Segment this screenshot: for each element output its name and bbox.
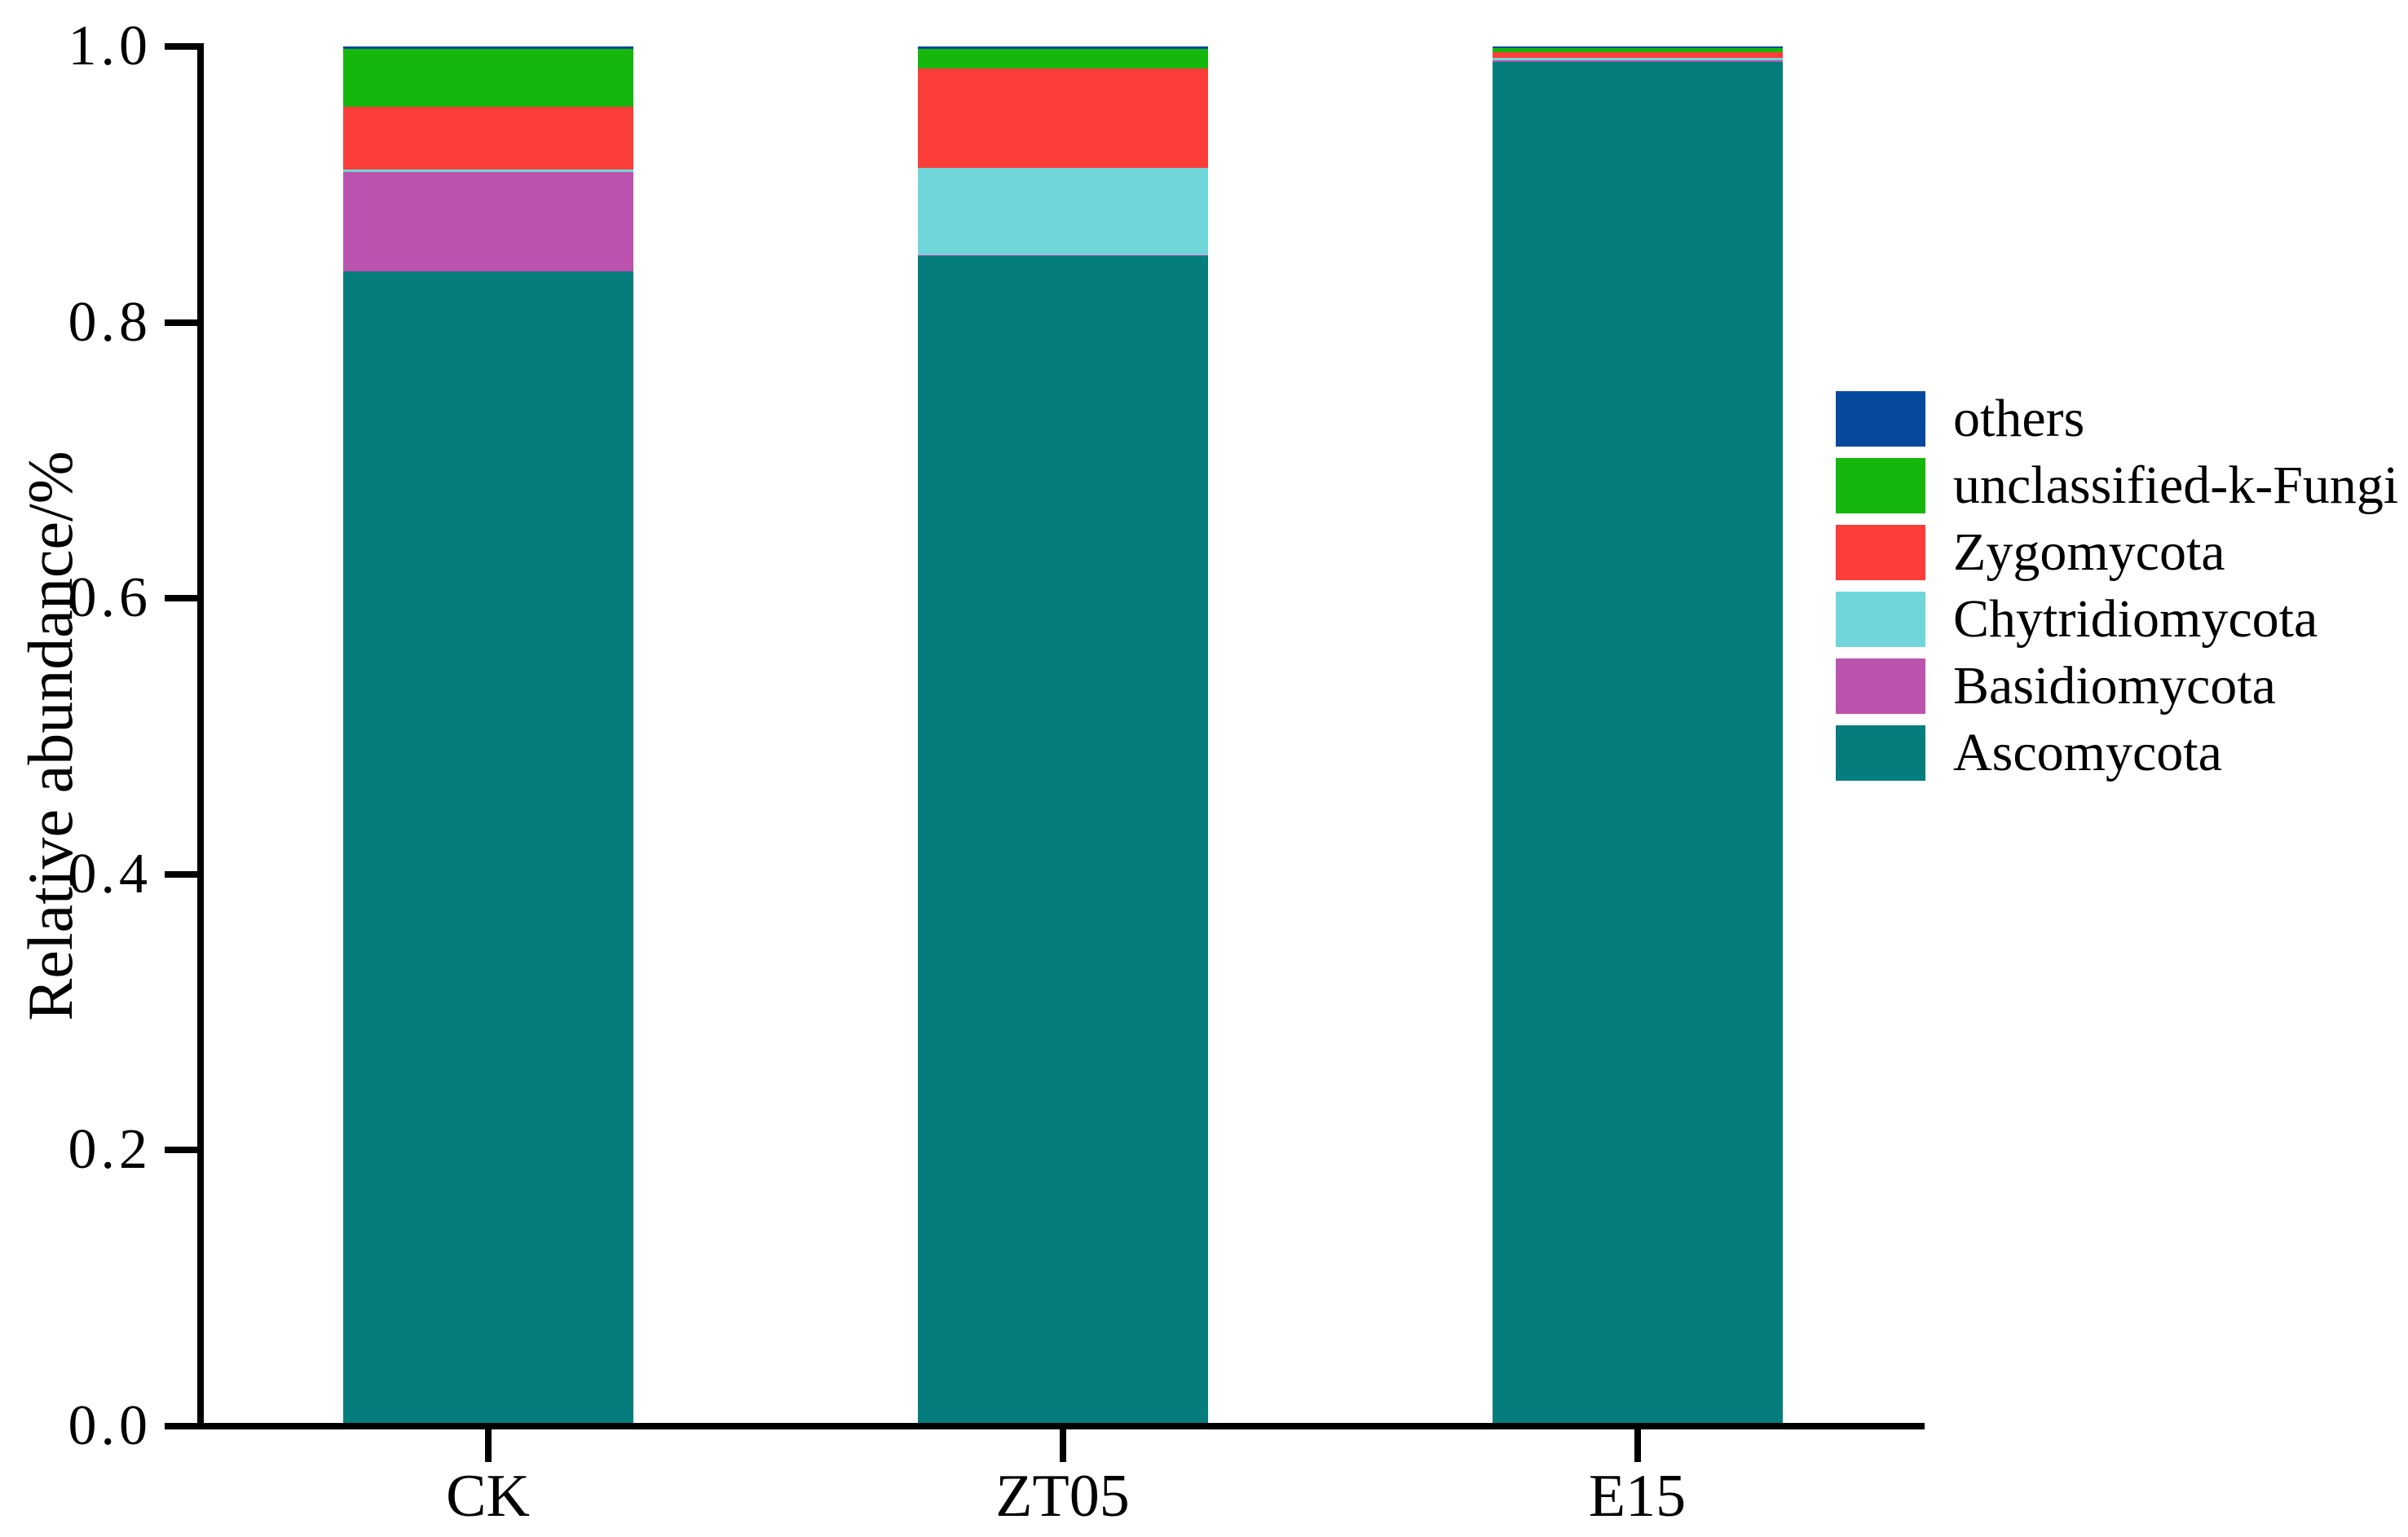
legend-label-zygomycota: Zygomycota — [1953, 522, 2225, 582]
y-tick-mark-1.0 — [165, 43, 197, 50]
bar-zt05-segment-chytridiomycota — [917, 167, 1208, 255]
y-tick-label-1.0: 1.0 — [68, 15, 152, 77]
bar-e15-segment-others — [1492, 46, 1783, 48]
bar-ck-segment-others — [342, 46, 633, 50]
bar-e15-segment-unclassified-k-fungi — [1492, 47, 1783, 52]
bar-ck-segment-zygomycota — [342, 107, 633, 170]
y-tick-label-0.6: 0.6 — [68, 566, 152, 630]
bar-e15-segment-zygomycota — [1492, 51, 1783, 58]
x-tick-label-zt05: ZT05 — [995, 1463, 1130, 1530]
y-axis-title: Relative abundance/% — [15, 451, 86, 1021]
bar-e15-segment-ascomycota — [1492, 61, 1783, 1426]
y-tick-label-0.4: 0.4 — [68, 842, 152, 905]
x-axis-line — [197, 1423, 1925, 1429]
x-tick-label-ck: CK — [446, 1463, 530, 1530]
bar-zt05-segment-unclassified-k-fungi — [917, 49, 1208, 69]
legend-swatch-unclassified-k-fungi — [1836, 458, 1925, 513]
legend-label-unclassified-k-fungi: unclassified-k-Fungi — [1953, 456, 2399, 515]
x-tick-label-e15: E15 — [1588, 1463, 1687, 1530]
bar-e15-segment-basidiomycota — [1492, 59, 1783, 62]
bar-zt05-segment-zygomycota — [917, 68, 1208, 168]
bar-ck-segment-unclassified-k-fungi — [342, 49, 633, 108]
legend-swatch-zygomycota — [1836, 525, 1925, 580]
bar-ck-segment-basidiomycota — [342, 172, 633, 271]
x-tick-mark-ck — [484, 1429, 492, 1462]
legend-label-others: others — [1953, 389, 2085, 448]
legend-label-chytridiomycota: Chytridiomycota — [1953, 589, 2318, 649]
x-tick-mark-zt05 — [1059, 1429, 1066, 1462]
legend-swatch-ascomycota — [1836, 725, 1925, 781]
y-tick-label-0.2: 0.2 — [68, 1118, 152, 1182]
y-tick-mark-0.6 — [165, 595, 197, 602]
y-tick-mark-0.2 — [165, 1147, 197, 1154]
y-tick-label-0.8: 0.8 — [68, 290, 152, 354]
bar-zt05-segment-ascomycota — [917, 256, 1208, 1426]
y-axis-line — [197, 43, 204, 1429]
legend-swatch-others — [1836, 391, 1925, 447]
bar-zt05-segment-others — [917, 46, 1208, 50]
y-tick-label-0.0: 0.0 — [68, 1394, 152, 1457]
bar-ck-segment-ascomycota — [342, 271, 633, 1426]
legend-swatch-chytridiomycota — [1836, 592, 1925, 647]
y-tick-mark-0.8 — [165, 319, 197, 326]
y-tick-mark-0.4 — [165, 870, 197, 878]
bar-ck-segment-chytridiomycota — [342, 169, 633, 173]
x-tick-mark-e15 — [1634, 1429, 1641, 1462]
bar-zt05-segment-basidiomycota — [917, 254, 1208, 257]
bar-e15-segment-chytridiomycota — [1492, 57, 1783, 60]
legend-swatch-basidiomycota — [1836, 658, 1925, 714]
y-tick-mark-0.0 — [165, 1423, 197, 1429]
legend-label-basidiomycota: Basidiomycota — [1953, 656, 2276, 716]
legend-label-ascomycota: Ascomycota — [1953, 723, 2222, 782]
